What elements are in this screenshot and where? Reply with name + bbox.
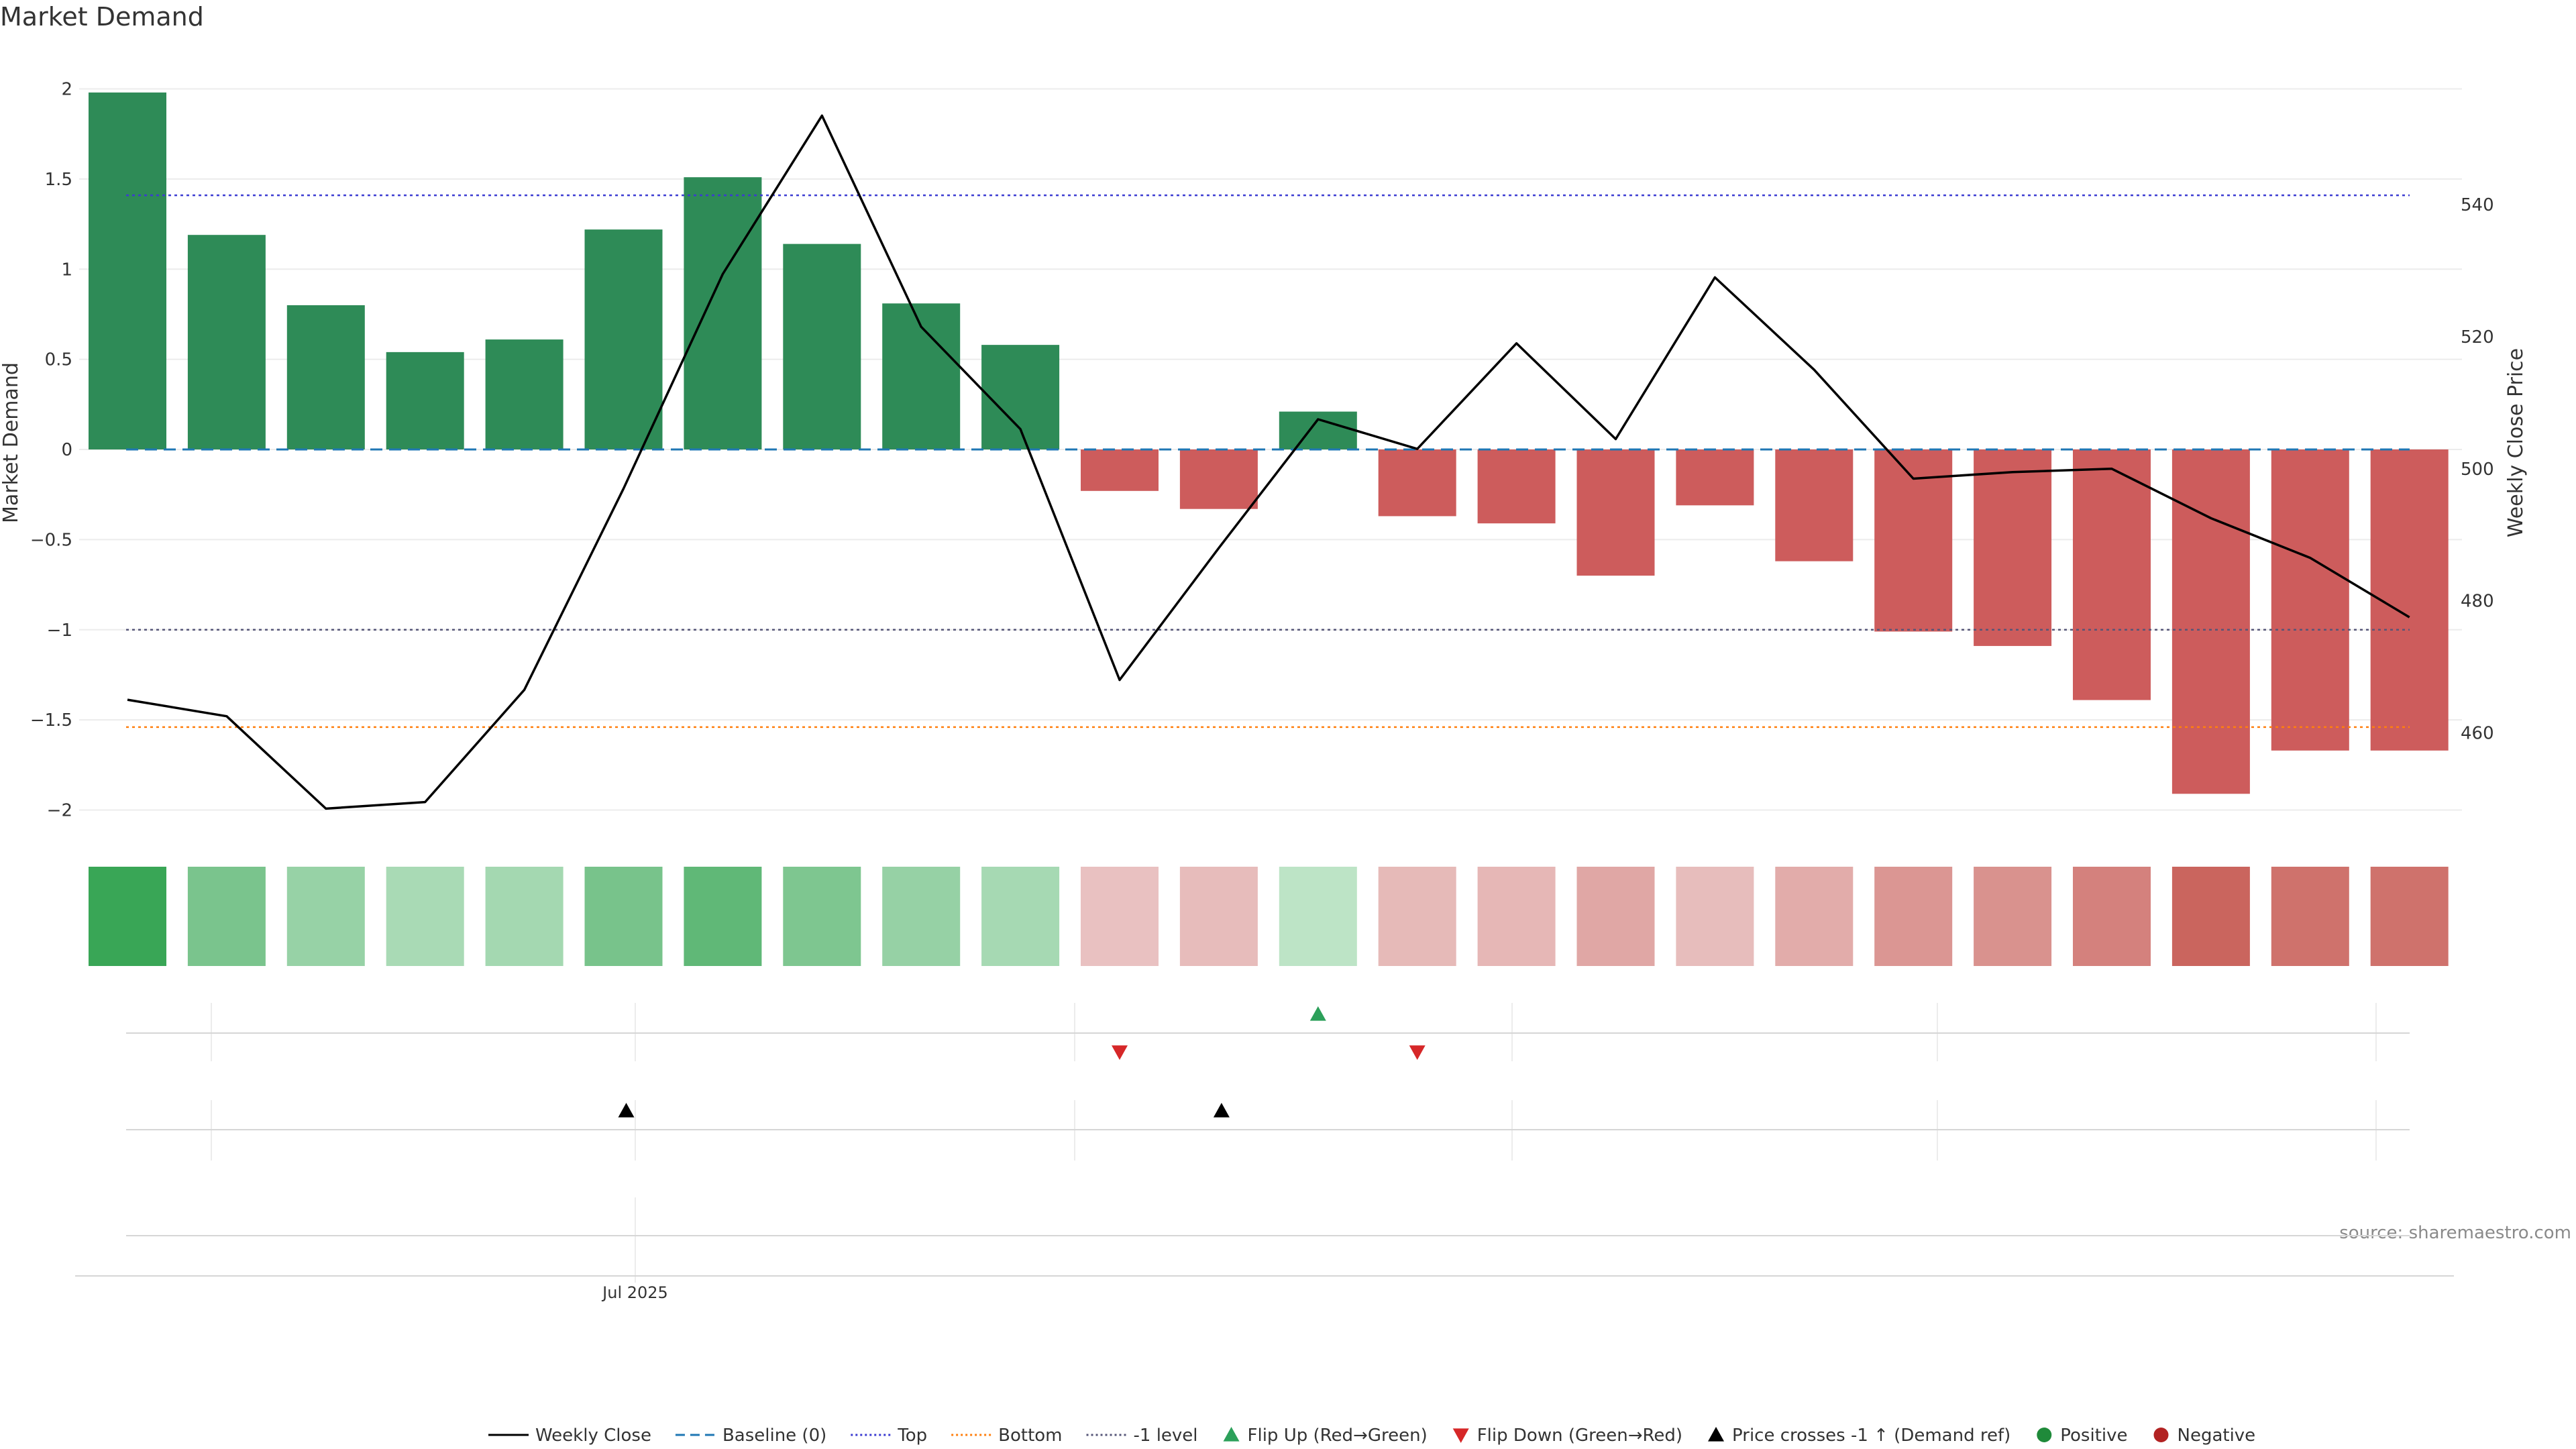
legend-swatch <box>1708 1427 1725 1442</box>
y-tick-label: 2 <box>61 80 72 100</box>
x-tick-label: Jul 2025 <box>601 1283 668 1302</box>
heat-cell <box>2073 867 2151 966</box>
y-tick-label: 1 <box>61 260 72 280</box>
demand-bar <box>1081 449 1159 491</box>
demand-bar <box>981 345 1060 449</box>
demand-bar <box>2073 449 2151 700</box>
legend-item: Baseline (0) <box>675 1426 826 1446</box>
heat-cell <box>882 867 961 966</box>
legend-label: Top <box>897 1426 927 1446</box>
legend-swatch <box>1223 1427 1240 1442</box>
heat-cell <box>1081 867 1159 966</box>
y-tick-label: −1 <box>47 621 72 641</box>
demand-bar <box>2271 449 2349 751</box>
legend-item: Flip Up (Red→Green) <box>1223 1426 1428 1446</box>
y2-tick-label: 540 <box>2461 195 2494 215</box>
heat-cell <box>2271 867 2349 966</box>
demand-bar <box>485 339 564 449</box>
weekly-close-line <box>127 114 2410 810</box>
y2-tick-label: 500 <box>2461 460 2494 480</box>
demand-bar <box>286 305 365 449</box>
legend-item: Top <box>851 1426 927 1446</box>
y-tick-label: 0 <box>61 440 72 460</box>
legend-item: Flip Down (Green→Red) <box>1452 1426 1682 1446</box>
heat-cell <box>1576 867 1655 966</box>
heat-cell <box>485 867 564 966</box>
demand-bar <box>1179 449 1258 509</box>
legend-swatch <box>1452 1428 1469 1443</box>
y-axis-label: Market Demand <box>0 362 23 523</box>
price-cross-marker <box>1213 1103 1230 1118</box>
legend-item: Positive <box>2037 1426 2128 1446</box>
heat-cell <box>1378 867 1456 966</box>
heat-cell <box>1974 867 2052 966</box>
heat-cell <box>1477 867 1556 966</box>
demand-bar <box>89 92 166 449</box>
legend-label: Negative <box>2178 1426 2256 1446</box>
y2-axis-label: Weekly Close Price <box>2504 348 2528 537</box>
source-note: source: sharemaestro.com <box>2339 1223 2571 1243</box>
heat-cell <box>684 867 762 966</box>
heat-cell <box>89 867 166 966</box>
y2-tick-label: 460 <box>2461 723 2494 743</box>
demand-bar <box>1576 449 1655 576</box>
legend-label: Weekly Close <box>535 1426 651 1446</box>
legend-label: -1 level <box>1134 1426 1198 1446</box>
y-tick-label: 0.5 <box>45 350 72 370</box>
flip-down-marker <box>1409 1045 1426 1060</box>
legend-label: Price crosses -1 ↑ (Demand ref) <box>1732 1426 2010 1446</box>
plot-layer: 2 1.5 1 0.5 0 −0.5 −1 −1.5 −2 540 520 500 480 460 <box>30 80 2494 1283</box>
heat-cell <box>1775 867 1854 966</box>
demand-bar <box>1477 449 1556 524</box>
heat-cell <box>1179 867 1258 966</box>
demand-bar <box>1974 449 2052 646</box>
heat-cell <box>584 867 663 966</box>
heat-cell <box>1676 867 1754 966</box>
legend-label: Positive <box>2060 1426 2127 1446</box>
legend-item: Price crosses -1 ↑ (Demand ref) <box>1708 1426 2010 1446</box>
heat-cell <box>2370 867 2449 966</box>
heat-cell <box>783 867 861 966</box>
legend-item: Negative <box>2153 1426 2256 1446</box>
demand-bar <box>1775 449 1854 561</box>
legend-item: -1 level <box>1086 1426 1198 1446</box>
legend-item: Bottom <box>951 1426 1063 1446</box>
legend-label: Flip Down (Green→Red) <box>1477 1426 1682 1446</box>
chart-title: Market Demand <box>0 2 204 32</box>
legend-swatch <box>2153 1428 2169 1442</box>
y-tick-label: 1.5 <box>45 170 72 190</box>
y-tick-label: −2 <box>47 801 72 821</box>
demand-bar <box>684 177 762 449</box>
heat-cell <box>1279 867 1357 966</box>
demand-bar <box>1378 449 1456 517</box>
y2-tick-label: 480 <box>2461 592 2494 612</box>
demand-bar <box>2370 449 2449 751</box>
price-cross-marker <box>618 1103 635 1118</box>
y2-tick-label: 520 <box>2461 327 2494 347</box>
y-tick-label: −0.5 <box>30 530 72 550</box>
demand-bar <box>1279 411 1357 449</box>
heat-cell <box>386 867 464 966</box>
demand-bar <box>783 244 861 449</box>
heat-cell <box>286 867 365 966</box>
legend-label: Flip Up (Red→Green) <box>1248 1426 1428 1446</box>
legend-label: Baseline (0) <box>722 1426 826 1446</box>
flip-down-marker <box>1112 1045 1128 1060</box>
demand-bar <box>1676 449 1754 506</box>
heat-cell <box>187 867 266 966</box>
y-tick-label: −1.5 <box>30 710 72 731</box>
heat-cell <box>1874 867 1953 966</box>
legend-swatch <box>2037 1428 2052 1442</box>
demand-bar <box>187 235 266 449</box>
heat-cell <box>2171 867 2250 966</box>
legend: Weekly Close Baseline (0) Top Bottom -1 leve… <box>488 1426 2255 1446</box>
demand-bar <box>2171 449 2250 794</box>
heat-cell <box>981 867 1060 966</box>
legend-item: Weekly Close <box>488 1426 651 1446</box>
demand-bar <box>386 352 464 449</box>
flip-up-marker <box>1309 1006 1326 1021</box>
demand-bar <box>584 229 663 449</box>
legend-label: Bottom <box>998 1426 1062 1446</box>
